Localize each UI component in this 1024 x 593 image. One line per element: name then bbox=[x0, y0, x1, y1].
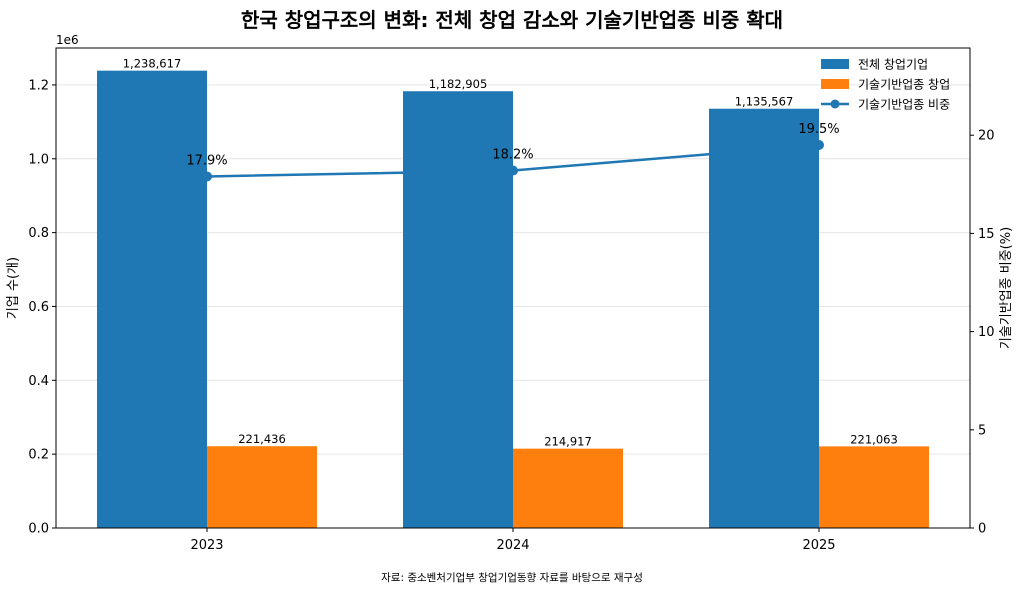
share-value-label: 19.5% bbox=[798, 122, 839, 137]
y2-axis-label: 기술기반업종 비중(%) bbox=[999, 227, 1014, 349]
bar-tech-startups bbox=[513, 448, 623, 528]
y-scale-label: 1e6 bbox=[56, 33, 79, 47]
x-tick-label: 2025 bbox=[802, 538, 835, 553]
y2-tick-label: 5 bbox=[978, 423, 986, 438]
share-line-series: 17.9% 18.2% 19.5% bbox=[186, 122, 840, 182]
bar-value-label: 214,917 bbox=[544, 435, 592, 449]
left-axis-ticks: 0.0 0.2 0.4 0.6 0.8 1.0 1.2 bbox=[28, 78, 56, 537]
y-tick-label: 1.2 bbox=[28, 78, 49, 93]
y-axis-label: 기업 수(개) bbox=[6, 257, 21, 319]
bar-value-label: 221,436 bbox=[238, 432, 286, 446]
y2-tick-label: 20 bbox=[978, 129, 995, 144]
y-tick-label: 1.0 bbox=[28, 152, 49, 167]
y2-tick-label: 0 bbox=[978, 522, 986, 537]
share-value-label: 17.9% bbox=[186, 153, 227, 168]
y-tick-label: 0.2 bbox=[28, 448, 49, 463]
bar-tech-startups bbox=[819, 446, 929, 528]
right-axis-ticks: 0 5 10 15 20 bbox=[970, 129, 995, 537]
y-tick-label: 0.4 bbox=[28, 374, 49, 389]
y-tick-label: 0.8 bbox=[28, 226, 49, 241]
bars bbox=[97, 70, 929, 529]
legend-swatch bbox=[821, 79, 849, 89]
share-value-label: 18.2% bbox=[492, 148, 533, 163]
legend-label: 전체 창업기업 bbox=[858, 58, 928, 72]
bar-value-label: 1,135,567 bbox=[735, 95, 794, 109]
y-tick-label: 0.6 bbox=[28, 300, 49, 315]
bar-value-label: 221,063 bbox=[850, 432, 898, 446]
bar-value-label: 1,182,905 bbox=[429, 77, 488, 91]
share-point bbox=[202, 171, 212, 182]
x-tick-label: 2023 bbox=[190, 538, 223, 553]
y2-tick-label: 10 bbox=[978, 325, 995, 340]
source-note: 자료: 중소벤처기업부 창업기업동향 자료를 바탕으로 재구성 bbox=[381, 571, 643, 584]
x-tick-label: 2024 bbox=[496, 538, 529, 553]
y-tick-label: 0.0 bbox=[28, 522, 49, 537]
bar-value-labels: 1,238,617 1,182,905 1,135,567 221,436 214,91… bbox=[123, 57, 898, 449]
legend-swatch bbox=[821, 59, 849, 69]
share-point bbox=[508, 165, 518, 176]
x-axis-ticks: 2023 2024 2025 bbox=[190, 528, 836, 553]
chart-title: 한국 창업구조의 변화: 전체 창업 감소와 기술기반업종 비중 확대 bbox=[241, 8, 783, 32]
y2-tick-label: 15 bbox=[978, 227, 995, 242]
legend-point-marker bbox=[830, 99, 840, 109]
bar-total-startups bbox=[709, 108, 819, 529]
bar-total-startups bbox=[97, 70, 207, 528]
bar-total-startups bbox=[403, 91, 513, 528]
share-point bbox=[814, 140, 824, 151]
bar-tech-startups bbox=[207, 446, 317, 528]
bar-value-label: 1,238,617 bbox=[123, 57, 182, 71]
legend-label: 기술기반업종 창업 bbox=[858, 78, 950, 92]
legend-label: 기술기반업종 비중 bbox=[858, 98, 950, 112]
